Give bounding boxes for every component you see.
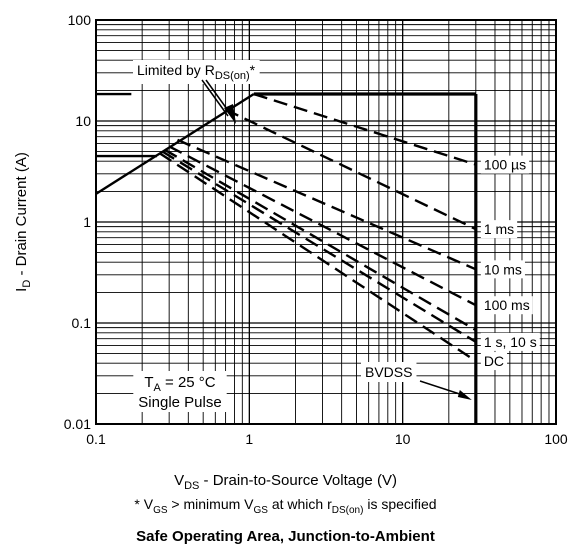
- series-label-bg: [480, 220, 518, 239]
- rds-annotation-sub: DS(on): [215, 70, 250, 82]
- footnote-s2: GS: [253, 504, 268, 516]
- series-label-2: 10 ms: [484, 261, 522, 277]
- series-label-bg: [480, 352, 508, 371]
- chart-marks: [95, 92, 478, 424]
- bvdss-arrow-line: [419, 380, 467, 397]
- x-tick-label: 10: [395, 431, 411, 447]
- chart-title: Safe Operating Area, Junction-to-Ambient: [136, 528, 435, 545]
- footnote: * VGS > minimum VGS at which rDS(on) is …: [0, 496, 571, 516]
- series-line-1: [225, 108, 477, 231]
- rds-arrow-line: [201, 79, 229, 117]
- y-tick-label: 1: [83, 214, 91, 230]
- series-line-4: [163, 148, 477, 332]
- y-tick-label: 0.1: [72, 315, 92, 331]
- series-line-3: [168, 145, 477, 307]
- footnote-s3: DS(on): [331, 504, 364, 516]
- conditions-line-2: Single Pulse: [138, 394, 221, 411]
- x-axis-label: VDS - Drain-to-Source Voltage (V): [0, 472, 571, 492]
- series-label-0: 100 µs: [484, 157, 526, 173]
- series-label-bg: [480, 155, 530, 174]
- series-label-1: 1 ms: [484, 221, 514, 237]
- series-label-bg: [480, 296, 533, 315]
- y-tick-label: 10: [75, 113, 91, 129]
- x-axis-label-main: V: [174, 472, 185, 489]
- conditions-bg: [133, 371, 227, 412]
- footnote-s1: GS: [153, 504, 168, 516]
- series-label-bg: [480, 260, 525, 279]
- x-axis-label-sub: DS: [184, 480, 200, 492]
- bvdss-annotation: BVDSS: [365, 364, 412, 380]
- rds-annotation-bg: [133, 60, 260, 84]
- bvdss-arrow-head: [457, 390, 472, 400]
- x-tick-label: 0.1: [86, 431, 106, 447]
- rds-annotation-p1: Limited by R: [137, 62, 215, 78]
- rds-annotation: Limited by RDS(on)*: [137, 62, 256, 82]
- y-tick-labels: 100 10 1 0.1 0.01: [64, 12, 91, 432]
- plot-frame: [95, 19, 557, 425]
- conditions-line-1: TA = 25 °C: [144, 374, 215, 394]
- footnote-p1: * V: [134, 496, 154, 512]
- series-label-6: DC: [484, 353, 504, 369]
- footnote-p4: is specified: [363, 496, 437, 512]
- series-line-0: [253, 92, 477, 166]
- conditions-p2: = 25 °C: [161, 374, 216, 391]
- bvdss-annotation-bg: [361, 362, 417, 382]
- y-axis-label-rest: - Drain Current (A): [13, 152, 30, 280]
- rds-annotation-p2: *: [250, 62, 256, 78]
- footnote-p3: at which r: [267, 496, 332, 512]
- x-tick-label: 100: [544, 431, 568, 447]
- annotations: 100 µs 1 ms 10 ms 100 ms 1 s, 10 s DC Limited …: [133, 60, 540, 412]
- series-line-6: [158, 152, 477, 363]
- y-axis-label-sub: D: [21, 280, 33, 288]
- y-axis-label-main: I: [13, 288, 30, 292]
- conditions-p1: T: [144, 374, 153, 391]
- series-label-5: 1 s, 10 s: [484, 334, 537, 350]
- y-tick-label: 0.01: [64, 416, 91, 432]
- rds-arrow-head: [224, 104, 236, 124]
- series-label-3: 100 ms: [484, 297, 530, 313]
- conditions-sub: A: [154, 382, 162, 394]
- y-tick-label: 100: [68, 12, 92, 28]
- x-axis-label-rest: - Drain-to-Source Voltage (V): [199, 472, 397, 489]
- y-axis-label: ID - Drain Current (A): [13, 152, 33, 292]
- series-line-5: [161, 150, 477, 343]
- x-tick-labels: 0.1 1 10 100: [86, 431, 568, 447]
- x-tick-label: 1: [245, 431, 253, 447]
- series-label-bg: [480, 332, 540, 351]
- footnote-p2: > minimum V: [167, 496, 254, 512]
- series-line-2: [177, 138, 477, 271]
